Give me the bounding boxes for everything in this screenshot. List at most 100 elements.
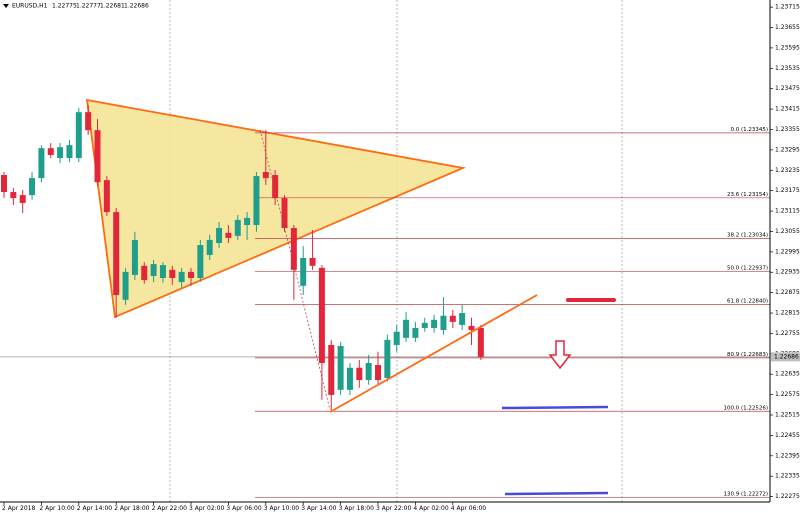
y-tick-label: 1.23475 (775, 85, 800, 92)
y-tick-label: 1.23355 (775, 126, 800, 133)
y-tick-label: 1.23415 (775, 106, 800, 113)
candle-body (477, 327, 484, 357)
candle-body (225, 232, 232, 238)
y-tick-label: 1.22995 (775, 248, 800, 255)
x-tick-label: 3 Apr 06:00 (226, 505, 261, 512)
y-tick-label: 1.22275 (775, 493, 800, 500)
header-value: 1.22686 (124, 3, 149, 10)
candle-body (365, 362, 372, 380)
candle-body (272, 175, 279, 199)
y-tick-label: 1.23715 (775, 4, 800, 11)
fibo-label: 38.2 (1.23034) (727, 233, 768, 239)
candle-body (244, 217, 251, 225)
candle-body (169, 269, 176, 279)
candle-body (421, 322, 428, 328)
candle-body (440, 315, 447, 331)
candle-body (85, 112, 92, 131)
current-price-label: 1.22686 (774, 353, 799, 360)
y-tick-label: 1.22455 (775, 432, 800, 439)
candle-body (29, 178, 36, 196)
x-tick-label: 3 Apr 22:00 (376, 505, 411, 512)
candle-body (468, 325, 475, 331)
x-tick-label: 2 Apr 2018 (2, 505, 35, 512)
candle-body (384, 339, 391, 378)
candles (1, 105, 484, 410)
candle-body (393, 331, 400, 345)
candle-body (449, 315, 456, 322)
fibo-trendline (259, 129, 331, 411)
candle-body (375, 365, 381, 380)
fibo-label: 50.0 (1.22937) (727, 266, 768, 272)
x-tick-label: 2 Apr 22:00 (152, 505, 187, 512)
candle-body (216, 228, 223, 244)
fibo-label: 130.9 (1.22272) (723, 492, 768, 498)
candle-body (131, 239, 138, 275)
y-tick-label: 1.22755 (775, 330, 800, 337)
drawings-front (259, 129, 616, 496)
candle-body (459, 313, 466, 325)
candle-body (253, 176, 260, 225)
x-tick-label: 3 Apr 18:00 (339, 505, 374, 512)
candle-body (431, 319, 438, 328)
y-tick-label: 1.23295 (775, 146, 800, 153)
y-tick-label: 1.22395 (775, 452, 800, 459)
candle-body (38, 148, 45, 179)
fibo-label: 0.0 (1.23345) (730, 127, 768, 133)
candle-body (197, 245, 204, 279)
candle-body (262, 171, 269, 179)
y-tick-label: 1.23595 (775, 44, 800, 51)
y-tick-label: 1.22935 (775, 269, 800, 276)
x-tick-label: 3 Apr 02:00 (189, 505, 224, 512)
candle-body (47, 148, 54, 155)
target-line (504, 491, 609, 496)
fibo-label: 23.6 (1.23154) (727, 192, 768, 198)
x-tick-label: 2 Apr 14:00 (77, 505, 112, 512)
y-tick-label: 1.22515 (775, 411, 800, 418)
candle-body (206, 239, 213, 255)
candle-body (403, 319, 410, 338)
candle-body (309, 257, 316, 266)
drawings-back (85, 0, 623, 502)
candle-body (300, 257, 307, 286)
x-tick-label: 4 Apr 06:00 (451, 505, 486, 512)
candle-body (328, 344, 335, 395)
target-line (501, 405, 609, 410)
candle-body (234, 219, 241, 236)
x-tick-label: 3 Apr 14:00 (301, 505, 336, 512)
x-tick-label: 3 Apr 10:00 (264, 505, 299, 512)
candle-body (57, 147, 64, 159)
fibo-label: 100.0 (1.22526) (723, 405, 768, 411)
x-tick-label: 2 Apr 18:00 (114, 505, 149, 512)
candle-body (94, 130, 101, 183)
y-tick-label: 1.23535 (775, 65, 800, 72)
y-tick-label: 1.22875 (775, 289, 800, 296)
candle-body (318, 267, 325, 363)
y-tick-label: 1.22815 (775, 310, 800, 317)
y-tick-label: 1.23655 (775, 24, 800, 31)
candle-body (113, 212, 120, 296)
header-value: 1.22681 (100, 3, 125, 10)
candle-body (1, 175, 7, 193)
y-tick-label: 1.23175 (775, 187, 800, 194)
candle-body (346, 367, 353, 390)
candle-body (159, 265, 166, 279)
current-price-box (771, 352, 800, 362)
chart-title: EURUSD,H1 (12, 3, 48, 10)
candle-body (356, 367, 363, 380)
candle-body (150, 264, 157, 276)
fibo-label: 61.8 (1.22840) (727, 299, 768, 305)
menu-icon[interactable] (3, 4, 9, 8)
fibo-label: 80.9 (1.22683) (727, 352, 768, 358)
x-tick-label: 4 Apr 02:00 (413, 505, 448, 512)
candle-body (141, 265, 148, 281)
candle-body (103, 180, 110, 213)
candle-body (10, 192, 17, 199)
candle-body (412, 327, 419, 338)
y-tick-label: 1.22575 (775, 391, 800, 398)
header-value: 1.22777 (76, 3, 101, 10)
candle-body (122, 271, 129, 300)
y-tick-label: 1.22635 (775, 371, 800, 378)
